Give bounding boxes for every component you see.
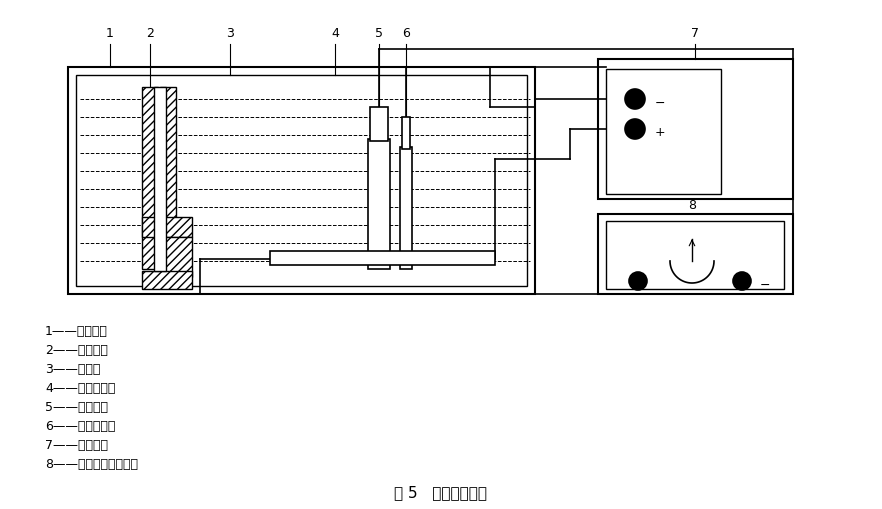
- Text: 1: 1: [106, 27, 114, 40]
- Text: 4——脱锡溶液；: 4——脱锡溶液；: [45, 381, 116, 394]
- Circle shape: [733, 272, 751, 291]
- Text: 4: 4: [331, 27, 339, 40]
- Bar: [606, 221, 784, 290]
- Text: 7: 7: [691, 27, 699, 40]
- Text: 1——脱锡槽；: 1——脱锡槽；: [45, 324, 108, 337]
- Bar: [400, 148, 412, 269]
- Text: 图 5   电解脱锡装置: 图 5 电解脱锡装置: [394, 484, 488, 499]
- Text: +: +: [632, 279, 640, 290]
- Bar: [142, 88, 158, 269]
- Bar: [368, 140, 390, 269]
- Text: 2——试样夹；: 2——试样夹；: [45, 344, 108, 356]
- Text: 8: 8: [688, 199, 696, 212]
- Bar: [154, 88, 166, 271]
- Circle shape: [625, 120, 645, 140]
- Bar: [160, 88, 176, 219]
- Circle shape: [625, 90, 645, 110]
- Text: 3: 3: [226, 27, 234, 40]
- Text: 6: 6: [402, 27, 410, 40]
- Bar: [160, 238, 192, 277]
- Bar: [370, 108, 388, 142]
- Bar: [68, 68, 535, 294]
- Text: 6——参考电极；: 6——参考电极；: [45, 419, 116, 432]
- Text: −: −: [655, 96, 666, 109]
- Text: +: +: [655, 126, 666, 139]
- Text: −: −: [760, 278, 771, 291]
- Text: 3——试样；: 3——试样；: [45, 362, 101, 375]
- Bar: [76, 76, 527, 287]
- Text: 2: 2: [146, 27, 154, 40]
- Bar: [606, 70, 721, 194]
- Text: 8——恒电流直流电源。: 8——恒电流直流电源。: [45, 457, 138, 470]
- Text: 5: 5: [375, 27, 383, 40]
- Bar: [598, 215, 793, 294]
- Text: 7——记录仪；: 7——记录仪；: [45, 438, 108, 451]
- Bar: [402, 118, 410, 150]
- Text: 5——碳电极；: 5——碳电极；: [45, 400, 108, 413]
- Bar: [270, 251, 495, 266]
- Bar: [598, 60, 793, 200]
- Bar: [142, 271, 192, 290]
- Bar: [142, 217, 192, 238]
- Circle shape: [629, 272, 647, 291]
